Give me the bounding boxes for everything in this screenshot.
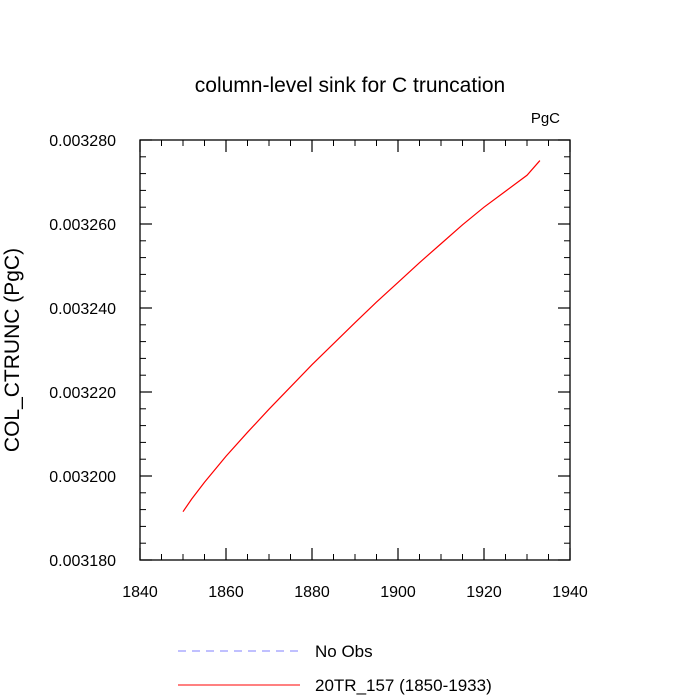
x-tick-label: 1840 <box>122 584 158 601</box>
legend: No Obs 20TR_157 (1850-1933) <box>178 642 492 695</box>
y-tick-label: 0.003260 <box>49 217 116 234</box>
series-line <box>182 160 541 513</box>
x-tick-label: 1880 <box>294 584 330 601</box>
units-label: PgC <box>531 110 560 127</box>
y-tick-label: 0.003180 <box>49 553 116 570</box>
x-tick-label: 1920 <box>466 584 502 601</box>
y-tick-label: 0.003200 <box>49 469 116 486</box>
x-tick-label: 1900 <box>380 584 416 601</box>
y-tick-label: 0.003220 <box>49 385 116 402</box>
y-axis-label: COL_CTRUNC (PgC) <box>1 248 24 452</box>
y-tick-label: 0.003240 <box>49 301 116 318</box>
chart-title: column-level sink for C truncation <box>195 74 505 97</box>
axis-ticks: 1840 1860 1880 1900 1920 1940 0.003180 0.003200… <box>49 133 588 601</box>
series-layer <box>182 160 541 513</box>
x-tick-label: 1940 <box>552 584 588 601</box>
legend-label: No Obs <box>315 642 373 661</box>
y-tick-label: 0.003280 <box>49 133 116 150</box>
x-tick-label: 1860 <box>208 584 244 601</box>
legend-label: 20TR_157 (1850-1933) <box>315 676 492 695</box>
plot-frame <box>139 139 571 561</box>
